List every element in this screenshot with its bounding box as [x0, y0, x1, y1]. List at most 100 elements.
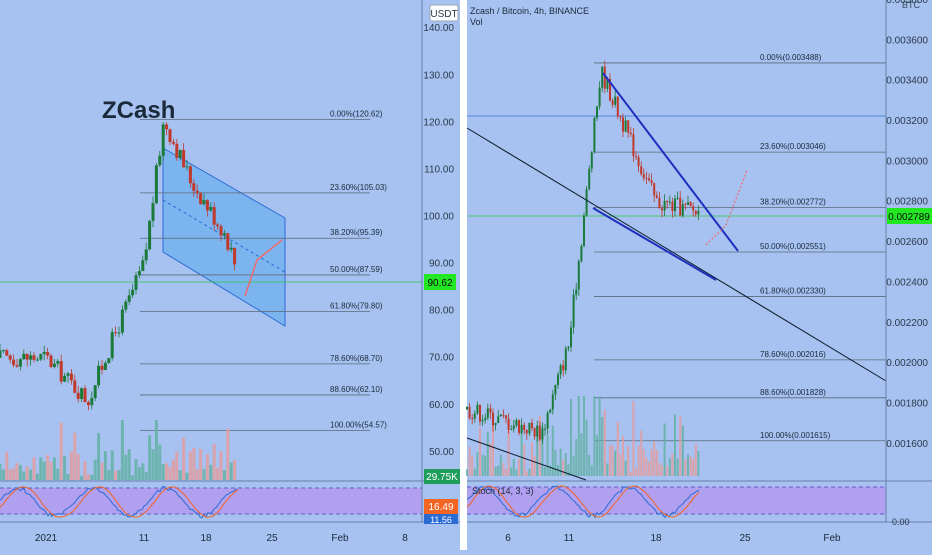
- right-stoch-k-line: [466, 485, 700, 519]
- right-volume-bar: [518, 458, 520, 476]
- left-candle-body: [137, 271, 141, 276]
- right-volume-bar: [648, 461, 650, 476]
- left-price-tag: 90.62: [424, 274, 456, 290]
- left-volume-bar: [12, 468, 16, 480]
- right-candle-body: [546, 412, 549, 429]
- right-volume-bar: [476, 452, 479, 476]
- right-header-title: Zcash / Bitcoin, 4h, BINANCE: [470, 6, 589, 16]
- left-candle-body: [134, 275, 138, 290]
- left-candle-body: [154, 165, 158, 204]
- right-volume-bar: [570, 398, 572, 476]
- left-candle-body: [141, 260, 145, 272]
- left-volume-bar: [226, 428, 230, 480]
- left-volume-bar: [182, 437, 186, 480]
- right-candle-body: [559, 365, 562, 375]
- left-candle-body: [168, 129, 172, 142]
- right-y-tick-label: 0.003600: [886, 35, 928, 46]
- left-volume-bar: [114, 470, 118, 480]
- right-wedge-upper: [602, 72, 739, 252]
- right-volume-bar: [486, 432, 489, 476]
- left-candle-body: [56, 361, 60, 364]
- left-y-tick-label: 90.00: [429, 259, 454, 270]
- left-candle-body: [195, 190, 199, 194]
- right-volume-bar: [601, 416, 604, 476]
- right-candle-body: [585, 189, 588, 216]
- right-volume-bar: [697, 451, 700, 476]
- currency-badge-left[interactable]: USDT: [429, 4, 459, 22]
- right-fib-label: 23.60%(0.003046): [760, 142, 826, 151]
- right-volume-bar: [632, 400, 635, 476]
- right-volume-bar: [614, 450, 617, 476]
- left-candle-body: [76, 392, 80, 399]
- right-y-tick-label: 0.002200: [886, 318, 928, 329]
- right-candle-body: [512, 425, 515, 430]
- right-candle-body: [520, 424, 523, 433]
- right-volume-bar: [640, 430, 643, 476]
- left-candle-body: [29, 355, 33, 360]
- right-volume-bar: [689, 456, 692, 476]
- right-candle-body: [494, 422, 497, 426]
- right-volume-bar: [544, 467, 546, 476]
- currency-badge-right[interactable]: BTC: [902, 0, 921, 10]
- right-volume-bar: [554, 449, 557, 476]
- right-volume-bar: [606, 463, 609, 476]
- left-volume-bar: [22, 471, 26, 480]
- right-volume-bar: [575, 439, 578, 476]
- right-volume-bar: [567, 464, 570, 476]
- left-candle-body: [127, 295, 131, 302]
- left-candle-body: [83, 388, 87, 403]
- right-fib-label: 78.60%(0.002016): [760, 350, 826, 359]
- right-x-ticks: 6 11 18 25 Feb: [505, 533, 841, 544]
- right-volume-bar: [538, 415, 541, 476]
- panel-divider[interactable]: [460, 0, 467, 550]
- right-x-tick-label: Feb: [823, 533, 841, 544]
- left-candle-body: [229, 247, 233, 250]
- right-y-tick-label: 0.003200: [886, 116, 928, 127]
- left-candle-body: [49, 355, 53, 368]
- left-volume-bar: [124, 454, 128, 480]
- right-volume-bar: [515, 469, 518, 476]
- right-projection-arrow: [705, 169, 748, 246]
- right-wedge-lower: [592, 207, 717, 281]
- left-candle-body: [8, 355, 12, 360]
- left-candle-body: [39, 354, 43, 360]
- right-candle-body: [525, 430, 528, 434]
- left-x-tick-label: 8: [402, 533, 408, 544]
- right-candle-body: [624, 120, 627, 132]
- right-y-tick-label: 0.001800: [886, 398, 928, 409]
- left-candle-body: [32, 355, 36, 360]
- left-candle-body: [209, 207, 213, 211]
- right-candle-body: [593, 117, 596, 153]
- left-candle-body: [202, 200, 206, 205]
- right-candle-body: [567, 346, 570, 349]
- right-volume-bar: [671, 453, 674, 476]
- right-candle-body: [603, 66, 606, 89]
- right-candle-body: [645, 178, 648, 180]
- right-candle-body: [484, 417, 487, 420]
- right-panel-bg: [467, 0, 932, 550]
- left-volume-bar: [141, 463, 145, 480]
- left-candle-body: [148, 220, 152, 250]
- right-volume-bar: [497, 465, 500, 476]
- left-volume-bar: [39, 457, 43, 480]
- right-volume-bar: [502, 463, 505, 476]
- left-x-tick-label: 25: [266, 533, 278, 544]
- left-stoch-d-line: [0, 486, 239, 518]
- currency-badge-left-text: USDT: [430, 9, 457, 20]
- right-candle-body: [507, 418, 510, 430]
- left-volume-bar: [131, 475, 135, 480]
- left-volume-bar: [202, 469, 206, 480]
- right-candle-body: [533, 428, 536, 437]
- right-candle-body: [570, 327, 572, 347]
- right-volume-bar: [593, 396, 596, 476]
- right-candle-body: [622, 117, 624, 132]
- left-fib-label: 61.80%(79.80): [330, 302, 383, 311]
- left-x-tick-label: 11: [139, 533, 150, 544]
- left-candle-body: [120, 309, 124, 333]
- right-volume-bar: [603, 410, 606, 476]
- left-volume-bar: [192, 447, 196, 480]
- right-candle-body: [505, 415, 507, 419]
- left-candle-body: [216, 224, 220, 227]
